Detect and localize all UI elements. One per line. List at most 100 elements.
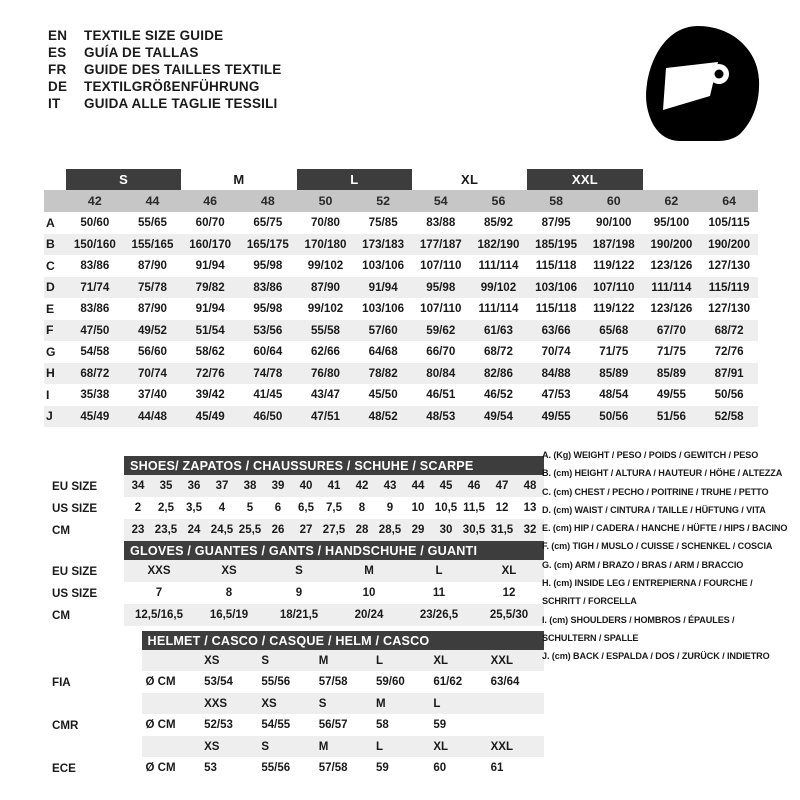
measurement-cell: 103/106 [362,259,405,273]
size-band-cell: M [181,166,296,190]
numeric-size-header: 58 [527,190,585,212]
unit-spacer [141,650,201,671]
size-value-cell: XL [474,560,544,582]
section-title: SHOES/ ZAPATOS / CHAUSSURES / SCHUHE / S… [124,456,545,475]
measurement-cell: 39/42 [195,388,225,402]
unit-spacer [141,693,201,714]
helmet-value-cell: 55/56 [261,762,291,774]
measurement-cell: 43/47 [310,388,340,402]
helmet-standard-label: FIA [44,671,142,693]
measurement-cell: 48/53 [411,405,470,427]
measurement-cell: 41/45 [253,388,283,402]
section-title: GLOVES / GUANTES / GANTS / HANDSCHUHE / … [124,541,544,560]
measurement-cell: 127/130 [708,259,751,273]
helmet-value-cell: 52/53 [204,719,233,731]
size-value-cell: 38 [236,475,264,497]
measurement-cell: 47/51 [296,405,355,427]
title-row: EN TEXTILE SIZE GUIDE [48,28,282,43]
measurement-cell: 107/110 [584,276,643,298]
size-value-cell: 30,5 [460,519,488,541]
helmet-value-cell [487,714,544,736]
legend-line: G. (cm) ARM / BRAZO / BRAS / ARM / BRACC… [542,559,744,570]
measurement-cell: 67/70 [642,319,701,341]
measurement-cell: 107/110 [420,302,462,316]
size-value-cell: 41 [320,475,348,497]
measurement-cell: 185/195 [527,233,585,255]
helmet-value-cell: 55/56 [261,676,291,688]
size-value-cell: 10 [411,502,425,514]
legend-line: C. (cm) CHEST / PECHO / POITRINE / TRUHE… [542,486,769,497]
size-value-cell: 6 [274,502,282,514]
helmet-size-label: M [314,736,373,757]
table-row: US SIZE 7 8 9 10 11 12 [44,582,544,604]
size-band-m: M [233,172,245,187]
measurement-row-label: A [46,215,55,230]
measurement-cell: 68/72 [66,362,124,384]
measurement-cell: 57/60 [354,319,412,341]
measurement-cell: 60/70 [195,216,225,230]
measurement-cell: 53/56 [238,319,297,341]
table-row: CM 23 23,5 24 24,5 25,5 26 27 27,5 28 28,5 29 30 30,5… [44,519,545,541]
size-value-cell: 28 [348,519,376,541]
numeric-size-header: 52 [354,190,412,212]
size-value-cell: 48 [516,475,545,497]
measurement-cell: 83/88 [426,216,456,230]
size-value-cell: 29 [404,519,432,541]
numeric-size-header: 42 [66,190,124,212]
measurement-cell: 103/106 [527,276,585,298]
measurement-cell: 91/94 [195,302,225,316]
size-band-l: L [296,169,412,190]
helmet-standard-label: ECE [44,757,142,779]
helmet-value-cell: 63/64 [490,676,520,688]
measurement-cell: 75/85 [368,216,398,230]
size-value-cell: 46 [460,475,488,497]
measurement-cell: 85/89 [584,362,643,384]
table-row: CMR Ø CM 52/53 54/55 56/57 58 59 [44,714,544,736]
size-value-cell: 31,5 [488,519,516,541]
size-value-cell: 34 [124,475,152,497]
measurement-cell: 54/58 [80,345,110,359]
measurement-cell: 87/90 [137,302,167,316]
table-row: C 83/86 87/90 91/94 95/98 99/102 103/106 107/11… [44,255,758,277]
size-value-cell: 11 [432,587,446,599]
title-text: TEXTILE SIZE GUIDE [84,28,224,43]
measurement-cell: 72/76 [714,345,744,359]
helmet-size-label: S [257,650,315,671]
size-band-cell: XL [412,166,527,190]
measurement-cell: 64/68 [368,345,398,359]
measurement-cell: 59/62 [411,319,470,341]
measurement-cell: 115/119 [700,276,758,298]
size-value-cell: 16,5/19 [194,604,264,626]
helmet-size-label: L [372,736,430,757]
size-value-cell: 47 [488,475,516,497]
helmet-value-cell: 56/57 [318,719,348,731]
size-band-xxl: XXL [527,169,643,190]
measurement-cell: 95/98 [411,276,470,298]
measurement-cell: 182/190 [469,233,528,255]
size-band-row: S M L XL XXL [44,166,758,190]
size-value-cell: 23/26,5 [404,604,474,626]
size-value-cell: 36 [180,475,208,497]
size-value-cell: 26 [264,519,292,541]
helmet-size-label: L [372,650,430,671]
helmet-value-cell: 59 [376,762,389,774]
helmet-unit-cell: Ø CM [145,676,176,688]
row-label: US SIZE [44,582,124,604]
measurement-cell: 45/49 [181,405,239,427]
measurement-cell: 70/74 [541,345,571,359]
row-label: EU SIZE [44,560,124,582]
measurement-cell: 71/74 [66,276,124,298]
measurement-cell: 107/110 [420,259,462,273]
size-value-cell: 23 [124,519,152,541]
row-label: CM [44,604,124,626]
table-row: CM 12,5/16,5 16,5/19 18/21,5 20/24 23/26,5 25,… [44,604,544,626]
measurement-cell: 119/122 [593,302,635,316]
helmet-value-cell: 59 [433,719,447,731]
measurement-cell: 45/50 [368,388,398,402]
section-title-row: SHOES/ ZAPATOS / CHAUSSURES / SCHUHE / S… [44,456,545,475]
section-title-row: GLOVES / GUANTES / GANTS / HANDSCHUHE / … [44,541,544,560]
measurement-cell: 44/48 [123,405,182,427]
measurement-cell: 87/91 [700,362,758,384]
measurement-cell: 190/200 [642,233,701,255]
measurement-cell: 82/86 [469,362,528,384]
